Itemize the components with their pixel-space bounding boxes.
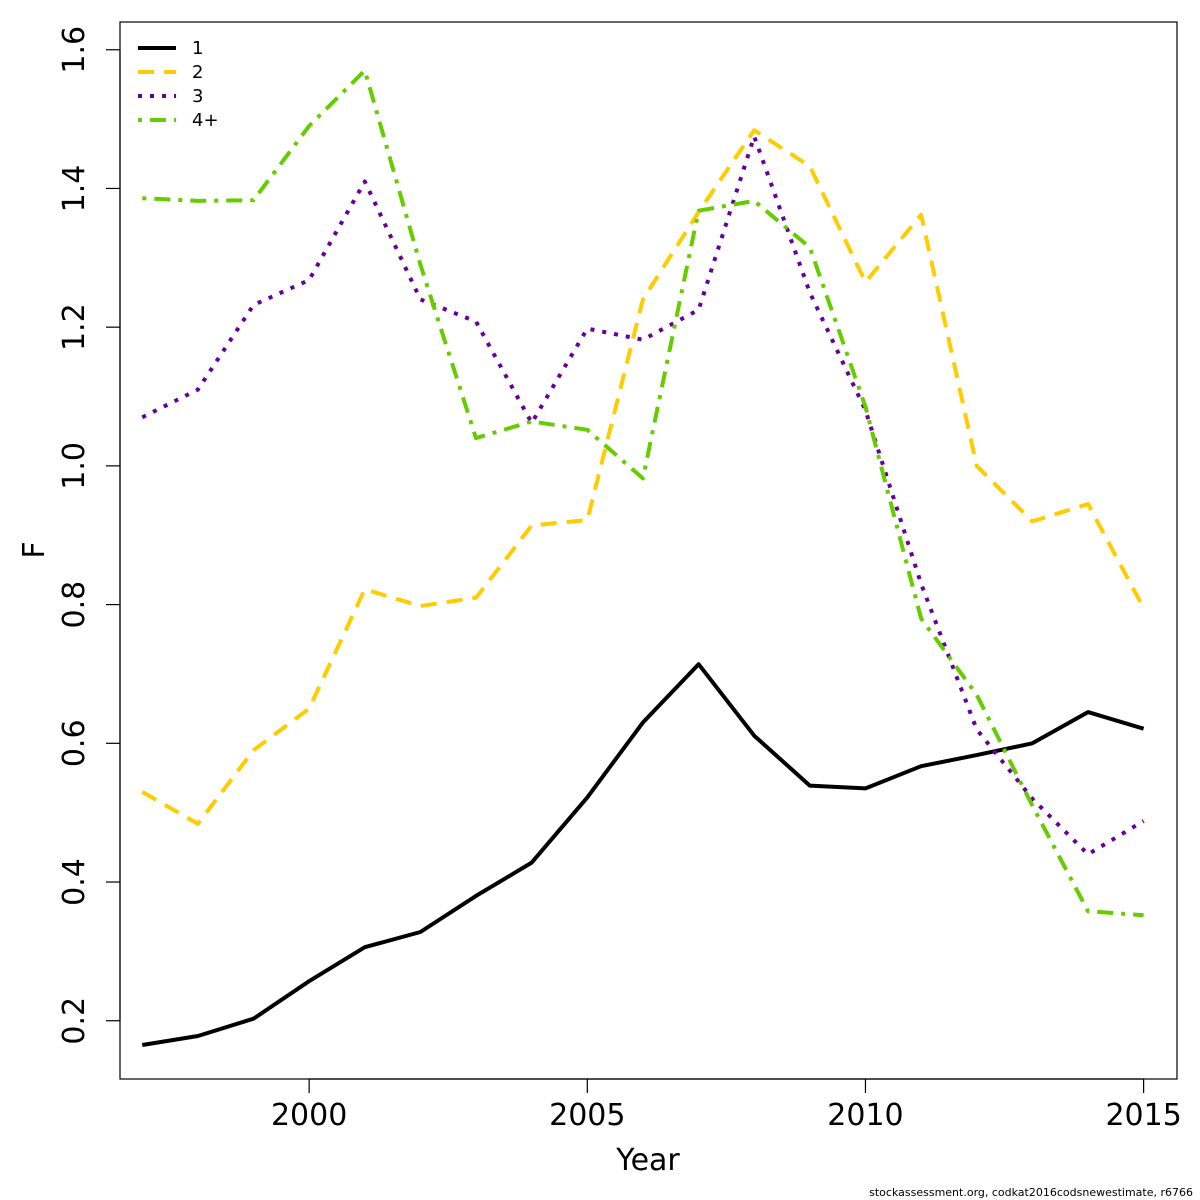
series-line-2 bbox=[141, 128, 1146, 826]
y-tick-label: 1.6 bbox=[57, 26, 92, 74]
y-tick-label: 1.4 bbox=[57, 165, 92, 213]
y-tick-label: 0.8 bbox=[57, 581, 92, 629]
y-tick-label: 0.2 bbox=[57, 997, 92, 1045]
series-line-1 bbox=[141, 662, 1145, 1047]
y-tick-label: 0.4 bbox=[57, 858, 92, 906]
series-line-3 bbox=[141, 134, 1145, 857]
legend: 1 2 3 4+ bbox=[138, 38, 219, 131]
x-tick-label: 2010 bbox=[827, 1098, 903, 1133]
legend-label: 1 bbox=[192, 38, 203, 59]
y-tick-label: 1.0 bbox=[57, 442, 92, 490]
legend-label: 4+ bbox=[192, 110, 219, 131]
series-layer bbox=[141, 68, 1146, 1047]
y-tick-label: 0.6 bbox=[57, 719, 92, 767]
plot-frame bbox=[119, 21, 1178, 1080]
y-axis: 0.2 0.4 0.6 0.8 1.0 1.2 1.4 1.6 bbox=[57, 26, 121, 1045]
legend-label: 3 bbox=[192, 86, 203, 107]
x-axis-title: Year bbox=[615, 1143, 680, 1178]
y-tick-label: 1.2 bbox=[57, 303, 92, 351]
x-axis: 2000 2005 2010 2015 bbox=[271, 1078, 1182, 1133]
credit-text: stockassessment.org, codkat2016codsnewes… bbox=[869, 1186, 1193, 1199]
x-tick-label: 2000 bbox=[271, 1098, 347, 1133]
legend-label: 2 bbox=[192, 62, 203, 83]
series-line-4plus bbox=[142, 68, 1144, 918]
y-axis-title: F bbox=[17, 541, 52, 558]
x-tick-label: 2015 bbox=[1105, 1098, 1181, 1133]
x-tick-label: 2005 bbox=[549, 1098, 625, 1133]
